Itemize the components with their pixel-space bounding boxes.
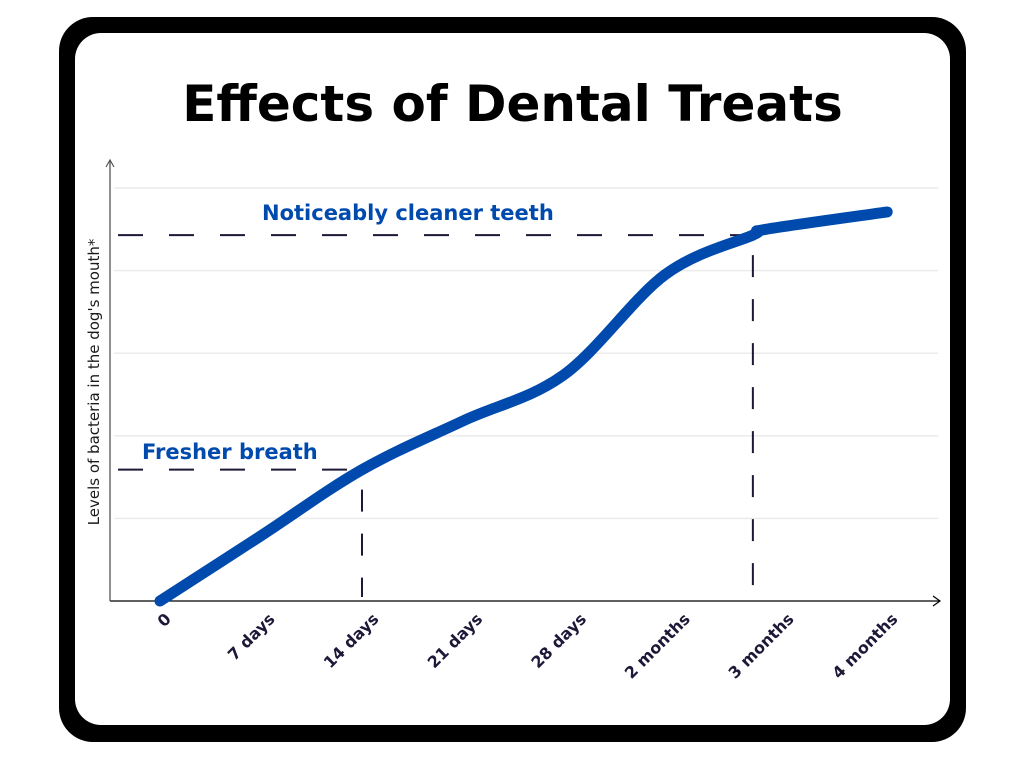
x-axis-arrow-icon <box>932 595 942 607</box>
x-tick-label: 21 days <box>424 609 487 672</box>
annotation-guides <box>118 234 754 597</box>
x-tick-label: 14 days <box>320 609 383 672</box>
annotations: Fresher breath Noticeably cleaner teeth <box>142 201 554 464</box>
x-tick-label: 7 days <box>224 609 279 664</box>
gridlines <box>114 187 938 520</box>
x-tick-label: 4 months <box>828 609 901 682</box>
annotation-label: Noticeably cleaner teeth <box>262 201 554 225</box>
x-tick-label: 2 months <box>621 609 694 682</box>
annotation-label: Fresher breath <box>142 440 318 464</box>
y-axis-arrow-icon <box>105 158 115 168</box>
axes <box>105 158 942 607</box>
x-tick-label: 3 months <box>725 609 798 682</box>
x-tick-label: 0 <box>154 609 175 630</box>
x-tick-label: 28 days <box>527 609 590 672</box>
chart-title: Effects of Dental Treats <box>182 75 843 133</box>
series-line-bacteria <box>154 206 893 607</box>
x-tick-labels: 0 7 days 14 days 21 days 28 days 2 months 3 mo… <box>154 609 902 682</box>
chart-card <box>75 33 950 725</box>
